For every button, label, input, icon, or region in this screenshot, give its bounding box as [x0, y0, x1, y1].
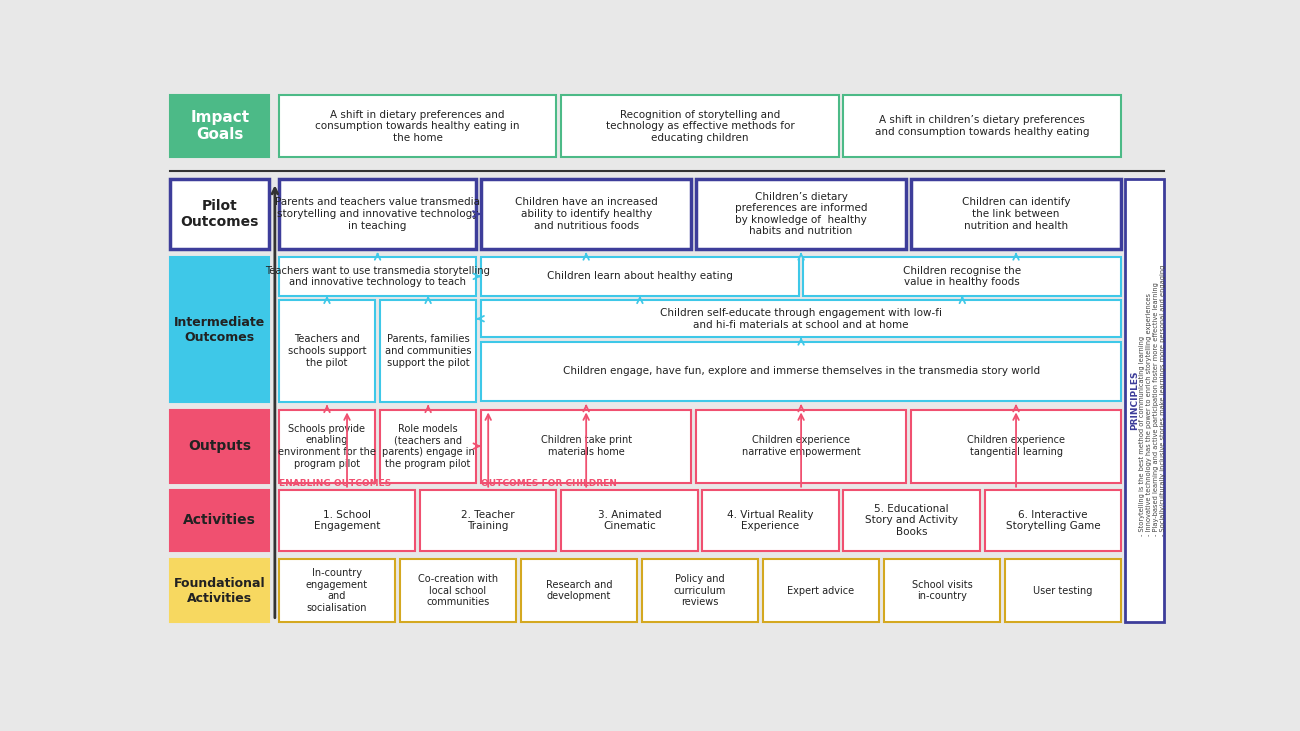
FancyBboxPatch shape [278, 257, 476, 295]
FancyBboxPatch shape [1005, 559, 1121, 622]
Text: Children experience
tangential learning: Children experience tangential learning [967, 436, 1065, 457]
Text: Children take print
materials home: Children take print materials home [541, 436, 632, 457]
Text: - Storytelling is the best method of communicating learning
- Innovative technol: - Storytelling is the best method of com… [1139, 265, 1166, 536]
Text: Expert advice: Expert advice [788, 586, 854, 596]
FancyBboxPatch shape [481, 300, 1121, 337]
Text: Children can identify
the link between
nutrition and health: Children can identify the link between n… [962, 197, 1070, 230]
FancyBboxPatch shape [884, 559, 1000, 622]
FancyBboxPatch shape [278, 559, 395, 622]
FancyBboxPatch shape [642, 559, 758, 622]
FancyBboxPatch shape [481, 342, 1121, 401]
FancyBboxPatch shape [380, 300, 476, 402]
FancyBboxPatch shape [380, 409, 476, 482]
Text: Parents and teachers value transmedia
storytelling and innovative technology
in : Parents and teachers value transmedia st… [276, 197, 480, 230]
FancyBboxPatch shape [1124, 178, 1164, 622]
FancyBboxPatch shape [696, 178, 906, 249]
Text: User testing: User testing [1034, 586, 1093, 596]
FancyBboxPatch shape [803, 257, 1121, 295]
FancyBboxPatch shape [481, 178, 692, 249]
Text: ENABLING OUTCOMES: ENABLING OUTCOMES [278, 479, 391, 488]
FancyBboxPatch shape [278, 490, 415, 551]
Text: Foundational
Activities: Foundational Activities [174, 577, 265, 605]
FancyBboxPatch shape [278, 178, 476, 249]
Text: 6. Interactive
Storytelling Game: 6. Interactive Storytelling Game [1006, 510, 1100, 531]
Text: Research and
development: Research and development [546, 580, 612, 602]
Text: Schools provide
enabling
environment for the
program pilot: Schools provide enabling environment for… [278, 424, 376, 469]
FancyBboxPatch shape [170, 559, 269, 622]
Text: A shift in dietary preferences and
consumption towards healthy eating in
the hom: A shift in dietary preferences and consu… [316, 110, 520, 143]
FancyBboxPatch shape [278, 409, 376, 482]
Text: Children self-educate through engagement with low-fi
and hi-fi materials at scho: Children self-educate through engagement… [660, 308, 942, 330]
Text: 5. Educational
Story and Activity
Books: 5. Educational Story and Activity Books [866, 504, 958, 537]
FancyBboxPatch shape [911, 409, 1121, 482]
Text: Recognition of storytelling and
technology as effective methods for
educating ch: Recognition of storytelling and technolo… [606, 110, 794, 143]
FancyBboxPatch shape [278, 96, 556, 157]
Text: School visits
in-country: School visits in-country [911, 580, 972, 602]
Text: Children learn about healthy eating: Children learn about healthy eating [547, 271, 733, 281]
Text: Children have an increased
ability to identify healthy
and nutritious foods: Children have an increased ability to id… [515, 197, 658, 230]
FancyBboxPatch shape [844, 490, 980, 551]
FancyBboxPatch shape [170, 96, 269, 157]
FancyBboxPatch shape [481, 257, 798, 295]
FancyBboxPatch shape [562, 96, 838, 157]
FancyBboxPatch shape [911, 178, 1121, 249]
FancyBboxPatch shape [562, 490, 698, 551]
Text: 3. Animated
Cinematic: 3. Animated Cinematic [598, 510, 662, 531]
Text: In-country
engagement
and
socialisation: In-country engagement and socialisation [306, 568, 368, 613]
Text: Children engage, have fun, explore and immerse themselves in the transmedia stor: Children engage, have fun, explore and i… [563, 366, 1040, 376]
FancyBboxPatch shape [170, 490, 269, 551]
FancyBboxPatch shape [481, 409, 692, 482]
Text: Teachers want to use transmedia storytelling
and innovative technology to teach: Teachers want to use transmedia storytel… [265, 265, 490, 287]
Text: Children’s dietary
preferences are informed
by knowledge of  healthy
habits and : Children’s dietary preferences are infor… [734, 192, 867, 236]
FancyBboxPatch shape [278, 300, 376, 402]
Text: Co-creation with
local school
communities: Co-creation with local school communitie… [417, 574, 498, 607]
FancyBboxPatch shape [170, 257, 269, 402]
Text: Pilot
Outcomes: Pilot Outcomes [181, 199, 259, 229]
Text: Activities: Activities [183, 513, 256, 528]
FancyBboxPatch shape [170, 409, 269, 482]
FancyBboxPatch shape [400, 559, 516, 622]
FancyBboxPatch shape [170, 178, 269, 249]
Text: Children experience
narrative empowerment: Children experience narrative empowermen… [742, 436, 861, 457]
Text: Intermediate
Outcomes: Intermediate Outcomes [174, 316, 265, 344]
Text: PRINCIPLES: PRINCIPLES [1130, 371, 1139, 430]
Text: OUTCOMES FOR CHILDREN: OUTCOMES FOR CHILDREN [481, 479, 618, 488]
FancyBboxPatch shape [702, 490, 838, 551]
FancyBboxPatch shape [984, 490, 1121, 551]
Text: Teachers and
schools support
the pilot: Teachers and schools support the pilot [287, 335, 367, 368]
Text: A shift in children’s dietary preferences
and consumption towards healthy eating: A shift in children’s dietary preference… [875, 115, 1089, 137]
Text: Policy and
curriculum
reviews: Policy and curriculum reviews [673, 574, 727, 607]
Text: Impact
Goals: Impact Goals [190, 110, 250, 143]
Text: 2. Teacher
Training: 2. Teacher Training [462, 510, 515, 531]
Text: Role models
(teachers and
parents) engage in
the program pilot: Role models (teachers and parents) engag… [382, 424, 474, 469]
Text: Outputs: Outputs [188, 439, 251, 453]
Text: 4. Virtual Reality
Experience: 4. Virtual Reality Experience [727, 510, 814, 531]
FancyBboxPatch shape [521, 559, 637, 622]
FancyBboxPatch shape [844, 96, 1121, 157]
Text: Children recognise the
value in healthy foods: Children recognise the value in healthy … [903, 265, 1022, 287]
Text: 1. School
Engagement: 1. School Engagement [313, 510, 380, 531]
FancyBboxPatch shape [763, 559, 879, 622]
FancyBboxPatch shape [420, 490, 556, 551]
FancyBboxPatch shape [696, 409, 906, 482]
Text: Parents, families
and communities
support the pilot: Parents, families and communities suppor… [385, 335, 472, 368]
